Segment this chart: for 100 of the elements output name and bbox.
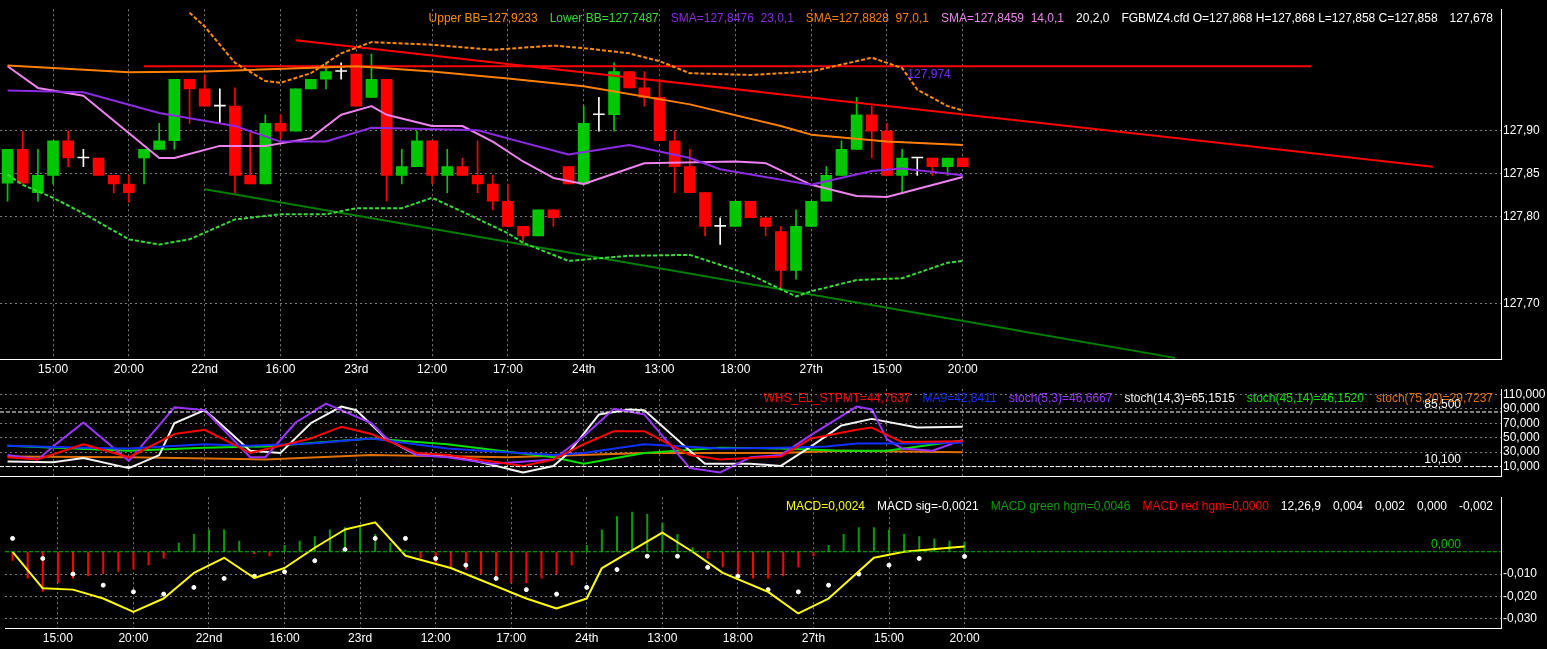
x-tick-label: 17:00 <box>496 631 527 646</box>
x-tick-label: 13:00 <box>647 631 678 646</box>
bar <box>132 551 135 570</box>
bar <box>449 551 452 568</box>
bar <box>359 527 362 552</box>
y-tick-label: 70,000 <box>1503 415 1541 430</box>
y-tick-label: 30,000 <box>1503 444 1541 459</box>
bar <box>782 551 785 577</box>
x-tick-label: 12:00 <box>420 631 452 646</box>
y-tick-label: 127,85 <box>1503 165 1541 180</box>
annotation: 12,26,9 <box>1280 498 1322 513</box>
bar <box>208 529 210 552</box>
bar <box>238 540 241 552</box>
x-tick-label: 13:00 <box>644 362 675 377</box>
bar <box>555 551 558 575</box>
x-tick-label: 27th <box>799 362 823 377</box>
bar <box>767 551 770 579</box>
y-tick-label: 10,000 <box>1503 458 1541 473</box>
x-tick-label: 24th <box>575 631 599 646</box>
bar <box>480 551 482 575</box>
x-tick-label: 20:00 <box>949 631 980 646</box>
x-tick-label: 15:00 <box>871 362 903 377</box>
x-tick-label: 16:00 <box>269 631 300 646</box>
y-tick-label: 127,90 <box>1503 122 1541 137</box>
annotation: 20,2,0 <box>1076 10 1110 25</box>
bar <box>857 527 860 552</box>
bar <box>585 545 588 552</box>
candlestick <box>244 132 256 185</box>
bar <box>872 527 875 552</box>
x-tick-label: 16:00 <box>265 362 296 377</box>
x-tick-label: 27th <box>801 631 826 646</box>
bar <box>842 533 845 552</box>
bar <box>721 551 724 568</box>
x-tick-label: 17:00 <box>492 362 524 377</box>
bar <box>117 551 120 572</box>
candlestick <box>441 149 454 193</box>
text: MA9=42,8411 <box>922 390 997 405</box>
y-tick-label: -0,020 <box>1503 588 1538 603</box>
x-tick-label: 15:00 <box>42 631 74 646</box>
x-tick-label: 20:00 <box>947 362 979 377</box>
series-label: Upper BB=127,9233 <box>428 10 538 25</box>
x-tick-label: 20:00 <box>113 362 145 377</box>
x-tick-label: 22nd <box>191 362 219 377</box>
y-tick-label: 110,000 <box>1503 386 1546 401</box>
bar <box>223 529 226 552</box>
bar <box>177 542 180 552</box>
bar <box>903 533 906 552</box>
text: WHS_EL_STPMT=44,7637 <box>763 390 911 405</box>
y-tick-label: 90,000 <box>1503 401 1541 416</box>
x-tick-label: 12:00 <box>417 362 448 377</box>
text: stoch(14,3)=65,1515 <box>1124 390 1236 405</box>
bar <box>102 551 105 575</box>
y-tick-label: -0,030 <box>1503 610 1538 625</box>
bar <box>162 551 165 559</box>
annotation: 0,004 <box>1332 498 1364 513</box>
text: SMA=127,8459 14,0,1 <box>940 10 1065 25</box>
text: MACD red hgm=0,0000 <box>1142 498 1270 513</box>
ref-line-label: 10,100 <box>1424 451 1462 466</box>
y-tick-label: 127,70 <box>1503 295 1541 310</box>
x-tick-label: 23rd <box>344 362 369 377</box>
annotation: 127,678 <box>1449 10 1494 25</box>
bar <box>570 551 573 566</box>
bar <box>797 551 800 568</box>
bar <box>631 511 634 552</box>
text: stoch(5,3)=46,6667 <box>1008 390 1113 405</box>
bar <box>147 551 150 566</box>
annotation: -0,002 <box>1458 498 1494 513</box>
annotation: FGBMZ4.cfd O=127,868 H=127,868 L=127,858 C=127,858 <box>1121 10 1438 25</box>
text: SMA=127,8828 97,0,1 <box>805 10 930 25</box>
bar <box>283 545 286 552</box>
y-tick-label: 127,80 <box>1503 209 1541 224</box>
candlestick <box>714 217 727 245</box>
text: Lower BB=127,7487 <box>549 10 660 25</box>
text: MACD sig=-0,0021 <box>876 498 980 513</box>
text: MACD=0,0024 <box>785 498 866 513</box>
bar <box>298 540 301 552</box>
ref-line-label: 0,000 <box>1430 537 1462 552</box>
x-tick-label: 24th <box>572 362 596 377</box>
bar <box>752 551 754 579</box>
y-tick-label: 50,000 <box>1503 430 1541 445</box>
bar <box>192 533 195 552</box>
x-tick-label: 20:00 <box>118 631 149 646</box>
bar <box>540 551 543 579</box>
x-tick-label: 18:00 <box>722 631 754 646</box>
bar <box>87 551 90 577</box>
text: MACD green hgm=0,0046 <box>990 498 1131 513</box>
x-tick-label: 15:00 <box>38 362 69 377</box>
x-tick-label: 15:00 <box>873 631 905 646</box>
candlestick <box>593 97 605 132</box>
x-tick-label: 18:00 <box>720 362 751 377</box>
annotation: 0,002 <box>1374 498 1406 513</box>
annotation: 0,000 <box>1416 498 1448 513</box>
text: SMA=127,8476 23,0,1 <box>670 10 795 25</box>
bar <box>253 551 256 554</box>
bar <box>510 551 513 583</box>
bar <box>600 529 603 552</box>
y-tick-label: -0,010 <box>1503 566 1538 581</box>
x-tick-label: 23rd <box>348 631 373 646</box>
text: stoch(45,14)=46,1520 <box>1246 390 1365 405</box>
bar <box>419 551 422 559</box>
